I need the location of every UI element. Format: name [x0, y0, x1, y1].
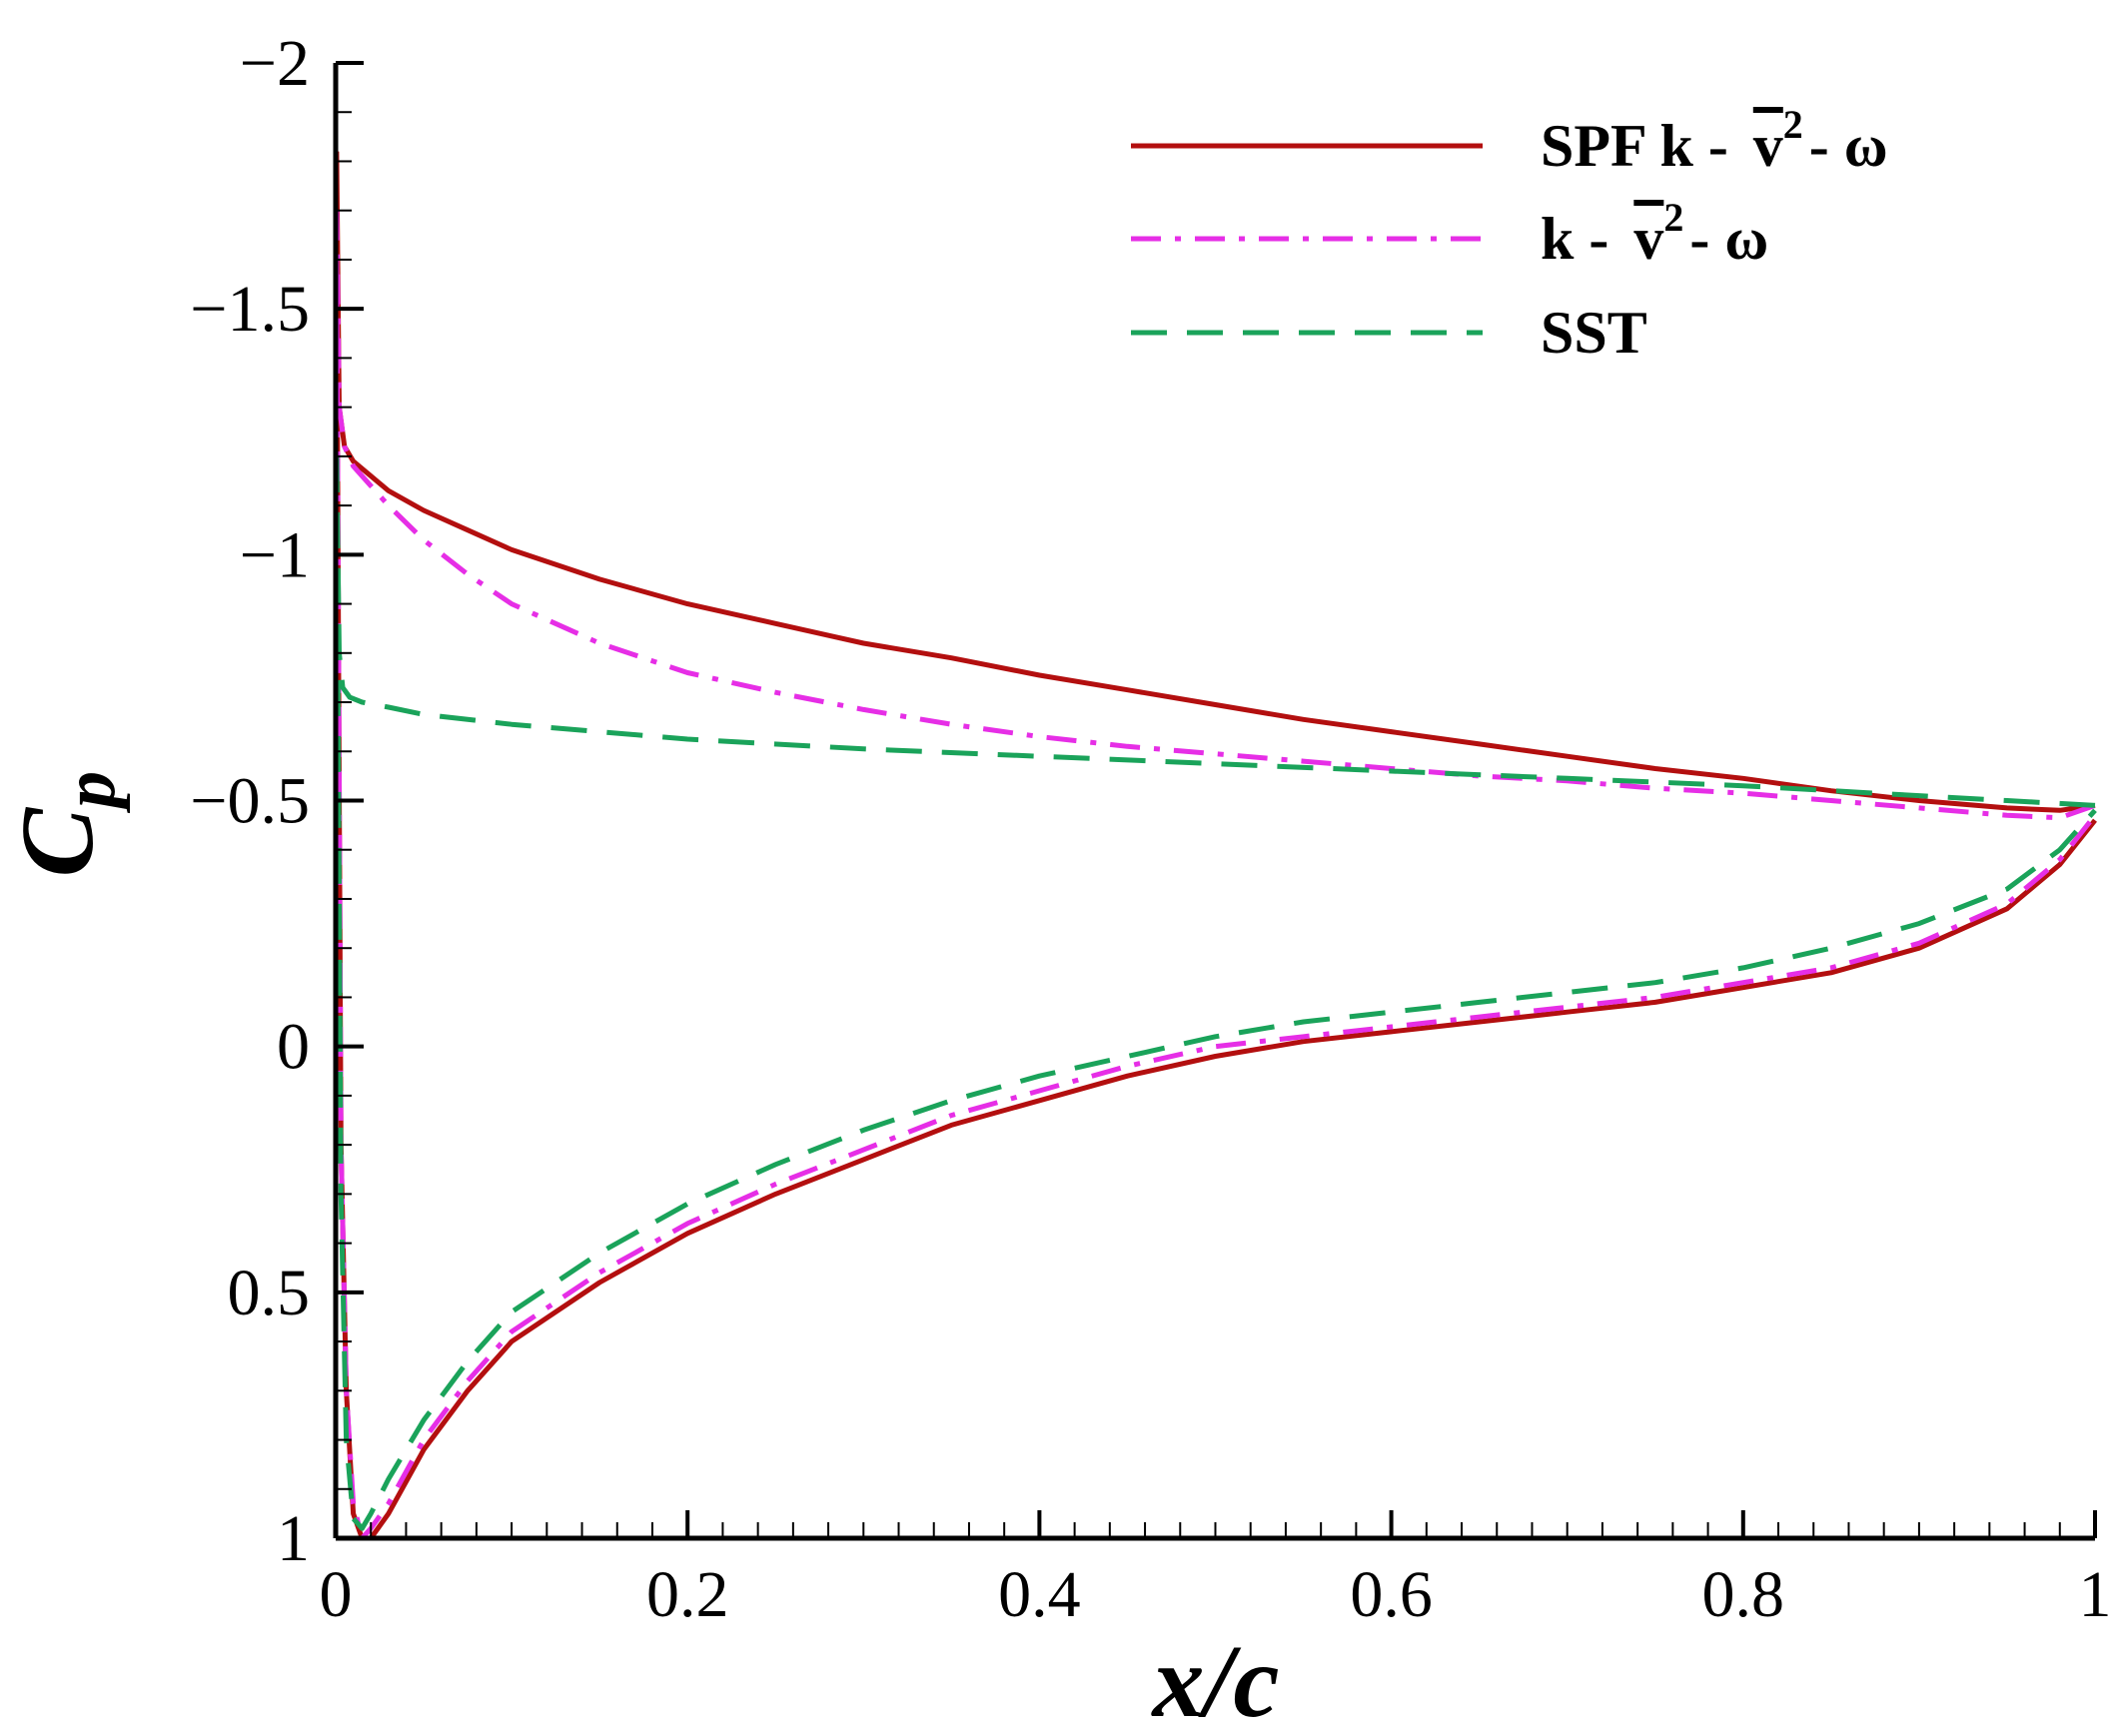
y-tick-label: −2 [240, 27, 310, 100]
y-axis-title-sub: p [49, 771, 131, 814]
svg-text:Cp: Cp [0, 771, 131, 877]
x-tick-label: 0.4 [998, 1558, 1081, 1631]
series-line-SPF-upper [334, 151, 2096, 813]
x-axis-title: x/c [1150, 1624, 1279, 1736]
legend-label-suffix: - ω [1689, 206, 1768, 272]
legend-label-v: v [1633, 206, 1663, 272]
series-line-k-v2-omega-upper [334, 210, 2096, 821]
legend-label-suffix: - ω [1809, 113, 1888, 179]
series-line-SPF-lower [334, 259, 2097, 1541]
y-tick-label: 0 [277, 1011, 310, 1084]
legend-label-k-v2-omega: k - v2- ω [1541, 195, 1768, 272]
y-axis-title: Cp [0, 771, 131, 877]
series-line-SST-upper [334, 455, 2096, 808]
y-tick-label: −1.5 [190, 273, 310, 346]
series-line-k-v2-omega-lower [334, 259, 2097, 1541]
plot-lines [334, 151, 2097, 1541]
legend-label-prefix: SST [1541, 300, 1647, 366]
legend-label-SPF: SPF k - v2- ω [1541, 102, 1888, 179]
y-tick-label: −0.5 [190, 765, 310, 838]
y-tick-label: 0.5 [228, 1257, 311, 1329]
x-tick-label: 0.6 [1350, 1558, 1433, 1631]
y-axis-title-main: C [0, 806, 115, 877]
x-tick-label: 0.2 [646, 1558, 729, 1631]
legend-label-sup: 2 [1663, 195, 1683, 240]
series-line-SST-lower [334, 455, 2097, 1531]
y-tick-label: −1 [240, 518, 310, 591]
y-tick-label: 1 [277, 1502, 310, 1575]
legend-label-prefix: SPF k - [1541, 113, 1743, 179]
x-tick-label: 0.8 [1702, 1558, 1785, 1631]
legend-label-sup: 2 [1783, 102, 1803, 147]
legend-label-prefix: k - [1541, 206, 1623, 272]
x-tick-label: 1 [2079, 1558, 2112, 1631]
tick-labels: 0 0.2 0.4 0.6 0.8 1 −2 −1.5 −1 −0.5 0 0.5 1 [190, 27, 2111, 1631]
legend-label-SST: SST [1541, 300, 1647, 366]
ticks [334, 61, 2097, 1540]
x-tick-label: 0 [320, 1558, 353, 1631]
legend-label-v: v [1753, 113, 1783, 179]
